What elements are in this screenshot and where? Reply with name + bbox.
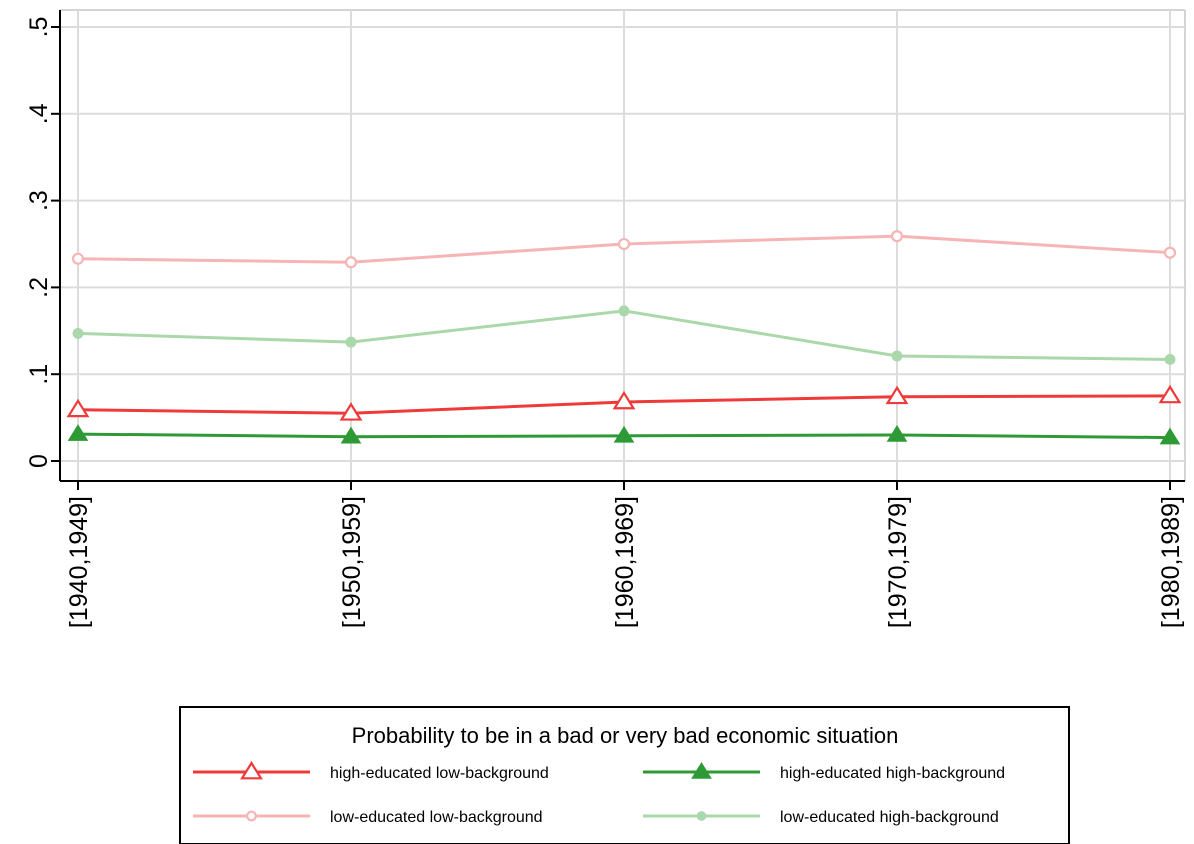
series-0 (66, 384, 1182, 421)
data-point (72, 327, 84, 339)
x-tick-label: [1960,1969] (611, 496, 639, 628)
y-tick-label: .5 (25, 17, 53, 38)
data-point (890, 230, 904, 243)
data-point (886, 425, 908, 442)
legend-item: low-educated low-background (193, 809, 543, 826)
x-tick-label: [1950,1959] (338, 496, 366, 628)
y-tick-label: .1 (25, 364, 53, 385)
legend-label: low-educated high-background (780, 809, 999, 826)
legend-marker (696, 811, 707, 821)
y-tick-label: 0 (25, 454, 53, 468)
x-tick-label: [1940,1949] (65, 496, 93, 628)
data-point (345, 336, 357, 348)
data-point (612, 390, 636, 410)
data-point (617, 237, 631, 251)
data-point (344, 256, 358, 269)
data-point (67, 424, 89, 441)
legend: Probability to be in a bad or very bad e… (179, 706, 1070, 844)
legend-item: low-educated high-background (643, 809, 999, 826)
axes: 0 .1 .2 .3 .4 .5 [1940,1949] [1950,1959] [1960,1… (25, 10, 1185, 628)
data-point (1159, 427, 1181, 445)
data-point (885, 385, 909, 405)
legend-label: high-educated low-background (330, 765, 549, 782)
x-tick-label: [1980,1989] (1157, 496, 1185, 628)
data-point (339, 402, 363, 421)
data-point (1163, 246, 1177, 259)
y-tick-label: .3 (25, 190, 53, 211)
data-point (340, 426, 362, 444)
data-point (891, 350, 903, 362)
y-tick-label: .2 (25, 277, 53, 298)
x-tick-label: [1970,1979] (884, 496, 912, 628)
series (66, 230, 1182, 445)
legend-label: high-educated high-background (780, 765, 1005, 782)
legend-item: high-educated low-background (193, 760, 549, 782)
data-point (1164, 353, 1176, 365)
legend-label: low-educated low-background (330, 809, 543, 826)
series-3 (72, 305, 1176, 365)
legend-item: high-educated high-background (643, 762, 1005, 782)
data-point (618, 305, 630, 317)
legend-marker (240, 760, 263, 780)
legend-box (179, 706, 1070, 844)
legend-marker (691, 762, 712, 779)
data-point (66, 398, 90, 418)
series-2 (71, 230, 1177, 269)
series-1 (67, 424, 1181, 445)
y-tick-label: .4 (25, 103, 53, 124)
data-point (613, 425, 635, 443)
data-point (1158, 384, 1182, 404)
legend-marker (246, 810, 257, 822)
data-point (71, 252, 85, 265)
legend-title: Probability to be in a bad or very bad e… (352, 723, 899, 748)
